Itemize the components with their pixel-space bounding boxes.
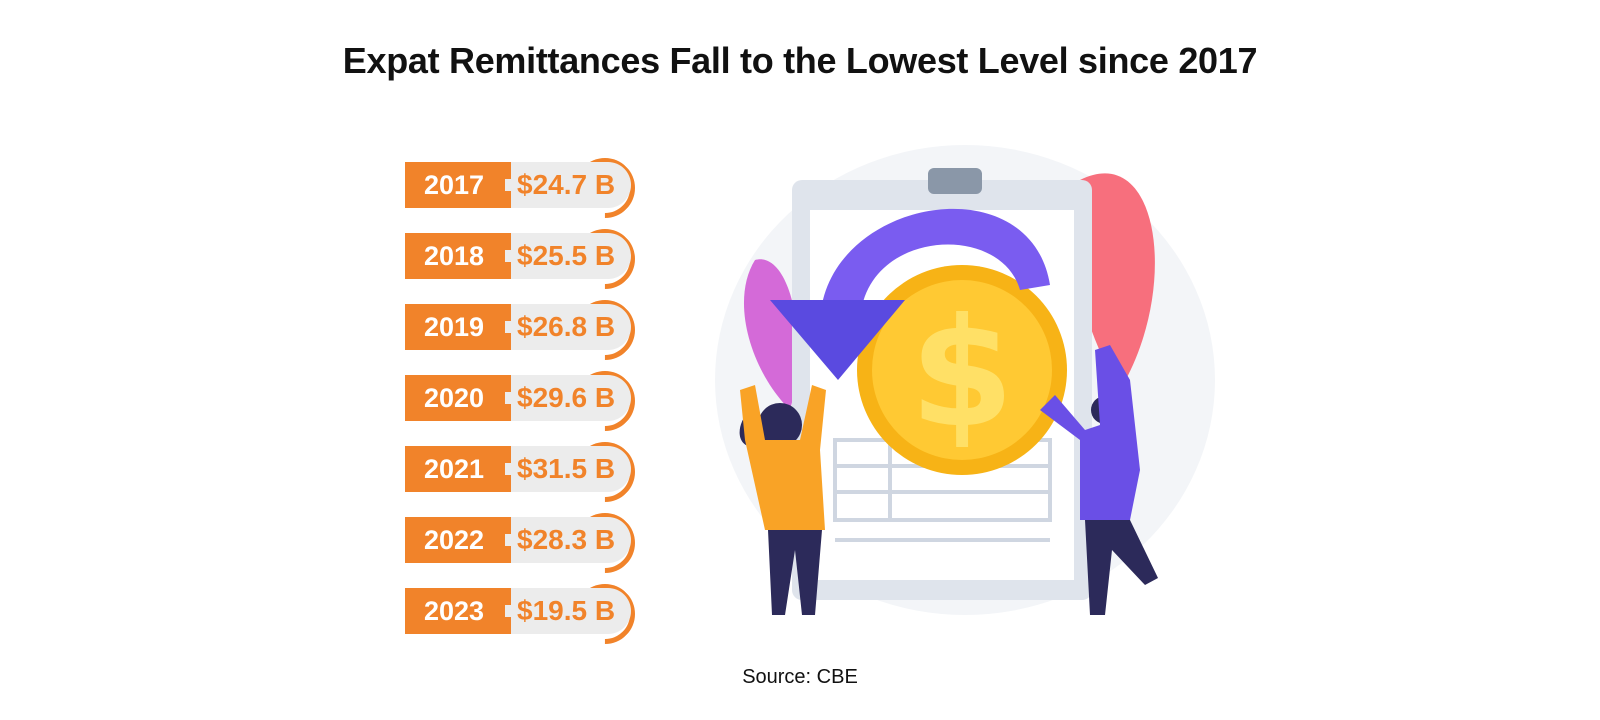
- remittance-row: 2021 $31.5 B: [405, 429, 655, 515]
- remittance-value: $19.5 B: [517, 595, 616, 626]
- year-label: 2023: [405, 588, 511, 634]
- person-left: [739, 385, 826, 615]
- value-box: [511, 588, 631, 634]
- remittance-value: $26.8 B: [517, 311, 616, 342]
- remittance-value: $29.6 B: [517, 382, 616, 413]
- year-label: 2018: [405, 233, 511, 279]
- value-box: [511, 446, 631, 492]
- year-notch: [505, 605, 513, 617]
- chart-title: Expat Remittances Fall to the Lowest Lev…: [342, 40, 1258, 81]
- remittance-value: $31.5 B: [517, 453, 616, 484]
- year-label: 2017: [405, 162, 511, 208]
- money-exchange-illustration: $: [715, 145, 1215, 615]
- remittance-row: 2022 $28.3 B: [405, 500, 655, 586]
- year-label: 2020: [405, 375, 511, 421]
- person-right: [1040, 345, 1158, 615]
- value-box: [511, 162, 631, 208]
- remittance-row: 2017 $24.7 B: [405, 145, 655, 231]
- arrow-head: [770, 300, 905, 380]
- remittance-value: $24.7 B: [517, 169, 616, 200]
- year-notch: [505, 392, 513, 404]
- dollar-icon: $: [910, 287, 1014, 461]
- remittance-row: 2023 $19.5 B: [405, 571, 655, 657]
- clipboard-clip: [928, 168, 982, 194]
- remittance-row: 2020 $29.6 B: [405, 358, 655, 444]
- value-box: [511, 233, 631, 279]
- year-notch: [505, 179, 513, 191]
- value-box: [511, 304, 631, 350]
- year-notch: [505, 463, 513, 475]
- remittance-row: 2019 $26.8 B: [405, 287, 655, 373]
- remittance-value: $28.3 B: [517, 524, 616, 555]
- year-label: 2019: [405, 304, 511, 350]
- year-notch: [505, 534, 513, 546]
- coin-inner: [872, 280, 1052, 460]
- remittance-row: 2018 $25.5 B: [405, 216, 655, 302]
- remittance-value: $25.5 B: [517, 240, 616, 271]
- value-box: [511, 375, 631, 421]
- pink-leaf-left: [743, 259, 798, 410]
- source-note: Source: CBE: [742, 666, 858, 688]
- pink-leaf-right: [1073, 173, 1155, 390]
- curved-arrow: [820, 208, 1050, 325]
- value-box: [511, 517, 631, 563]
- year-notch: [505, 250, 513, 262]
- year-notch: [505, 321, 513, 333]
- year-label: 2022: [405, 517, 511, 563]
- year-label: 2021: [405, 446, 511, 492]
